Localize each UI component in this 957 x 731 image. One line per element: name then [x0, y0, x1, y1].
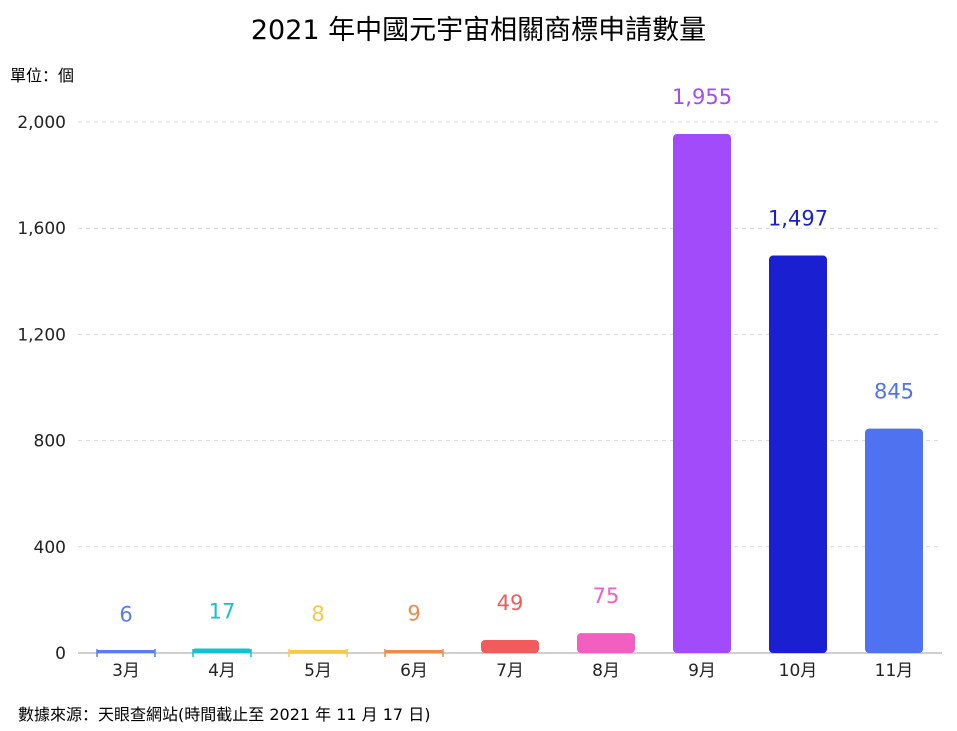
bar: [289, 650, 347, 653]
value-label: 8: [311, 602, 324, 626]
y-axis-ticks: 0 400 800 1,200 1,600 2,000: [17, 113, 66, 664]
x-category-label: 6月: [400, 661, 428, 681]
bar: [769, 255, 827, 653]
bar: [193, 648, 251, 653]
y-tick-label: 0: [55, 644, 66, 664]
x-category-label: 9月: [688, 661, 716, 681]
bar: [865, 428, 923, 653]
x-category-label: 11月: [875, 661, 914, 681]
value-label: 75: [593, 584, 620, 608]
x-category-label: 5月: [304, 661, 332, 681]
chart-title: 2021 年中國元宇宙相關商標申請數量: [250, 15, 707, 46]
y-tick-label: 1,200: [17, 325, 66, 345]
x-category-label: 10月: [779, 661, 818, 681]
value-label: 845: [874, 380, 914, 404]
x-category-label: 8月: [592, 661, 620, 681]
value-labels: 6 17 8 9 49 75 1,955 1,497 845: [119, 85, 914, 626]
bars: [96, 133, 923, 657]
x-category-label: 3月: [112, 661, 140, 681]
value-label: 9: [407, 602, 420, 626]
bar: [577, 633, 635, 653]
value-label: 1,955: [672, 85, 732, 109]
bar: [673, 133, 731, 653]
x-category-label: 7月: [496, 661, 524, 681]
data-source-note: 數據來源：天眼查網站(時間截止至 2021 年 11 月 17 日): [18, 705, 431, 724]
y-tick-label: 2,000: [17, 113, 66, 133]
value-label: 1,497: [768, 207, 828, 231]
unit-label: 單位：個: [10, 66, 75, 85]
bar: [97, 650, 155, 653]
value-label: 6: [119, 602, 132, 626]
bar: [385, 650, 443, 653]
category-labels: 3月 4月 5月 6月 7月 8月 9月 10月 11月: [112, 661, 913, 681]
y-tick-label: 400: [34, 538, 66, 558]
value-label: 17: [209, 599, 236, 623]
y-tick-label: 1,600: [17, 219, 66, 239]
value-label: 49: [497, 591, 524, 615]
x-category-label: 4月: [208, 661, 236, 681]
y-tick-label: 800: [34, 432, 66, 452]
bar: [481, 639, 539, 653]
